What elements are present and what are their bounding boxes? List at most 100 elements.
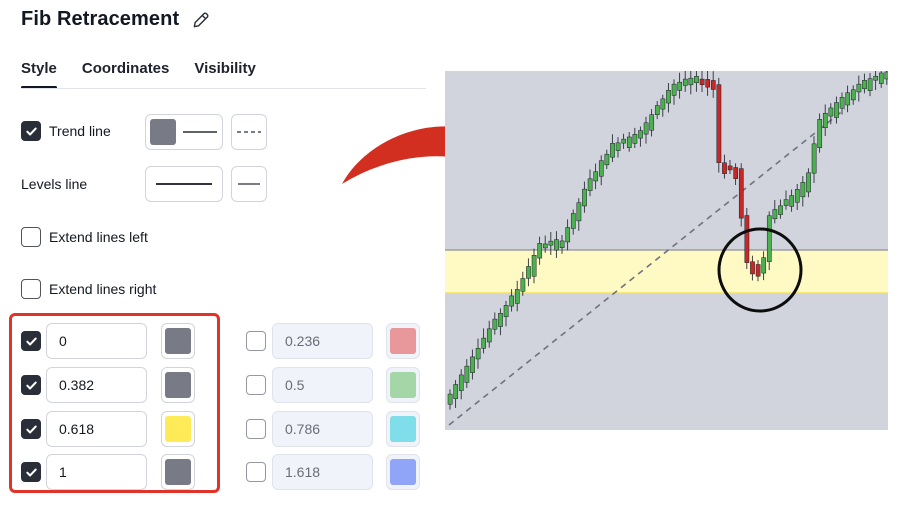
- level-color-button[interactable]: [161, 411, 195, 447]
- level-value-input[interactable]: 1.618: [272, 454, 373, 490]
- candle-body: [537, 243, 543, 259]
- candle-body: [834, 102, 839, 118]
- level-checkbox[interactable]: [21, 419, 41, 439]
- level-value-input[interactable]: 0.786: [272, 411, 373, 447]
- extend-right-label: Extend lines right: [49, 281, 157, 297]
- level-color-button[interactable]: [161, 454, 195, 490]
- candle-body: [772, 209, 778, 219]
- candle-body: [481, 337, 487, 349]
- level-checkbox[interactable]: [21, 375, 41, 395]
- candle-body: [845, 92, 851, 106]
- candle-body: [458, 374, 464, 391]
- candle-body: [783, 199, 789, 206]
- level-color-swatch: [390, 459, 416, 485]
- candle-body: [806, 172, 811, 193]
- level-color-button[interactable]: [161, 323, 195, 359]
- candle-body: [873, 75, 879, 81]
- level-color-swatch: [165, 459, 191, 485]
- candle-body: [520, 278, 526, 292]
- extend-left-row: Extend lines left: [21, 227, 148, 247]
- level-checkbox[interactable]: [21, 331, 41, 351]
- level-color-swatch: [165, 372, 191, 398]
- solid-line-icon: [238, 183, 260, 185]
- level-value-input[interactable]: 0.5: [272, 367, 373, 403]
- level-color-button[interactable]: [386, 454, 420, 490]
- level-checkbox[interactable]: [246, 419, 266, 439]
- candle-body: [486, 328, 492, 343]
- tab-visibility[interactable]: Visibility: [194, 60, 256, 77]
- candle-body: [475, 347, 481, 360]
- level-color-button[interactable]: [386, 367, 420, 403]
- candle-body: [722, 162, 727, 174]
- levels-line-style-button[interactable]: [231, 166, 267, 202]
- candle-body: [850, 89, 856, 101]
- level-checkbox[interactable]: [246, 331, 266, 351]
- candle-body: [582, 188, 587, 207]
- candle-body: [654, 105, 660, 115]
- dialog-title: Fib Retracement: [21, 8, 180, 30]
- level-checkbox[interactable]: [21, 462, 41, 482]
- candle-body: [705, 79, 711, 88]
- level-value-input[interactable]: 0.382: [46, 367, 147, 403]
- candle-body: [470, 356, 475, 373]
- candle-body: [632, 134, 638, 144]
- candle-body: [593, 171, 599, 182]
- dashed-line-icon: [237, 131, 261, 133]
- level-color-swatch: [390, 328, 416, 354]
- candle-body: [447, 393, 453, 405]
- candle-body: [498, 312, 503, 327]
- candle-body: [800, 182, 806, 198]
- level-checkbox[interactable]: [246, 375, 266, 395]
- candle-body: [778, 205, 783, 215]
- candle-body: [856, 83, 862, 93]
- candle-body: [727, 165, 733, 171]
- level-value-input[interactable]: 1: [46, 454, 147, 490]
- candle-body: [576, 202, 582, 222]
- candle-body: [649, 114, 655, 131]
- extend-left-checkbox[interactable]: [21, 227, 41, 247]
- candle-body: [738, 168, 744, 219]
- levels-line-width-button[interactable]: [145, 166, 223, 202]
- trend-line-style-button[interactable]: [231, 114, 267, 150]
- candle-body: [733, 167, 739, 179]
- checkmark-icon: [25, 381, 37, 389]
- candle-body: [862, 80, 867, 90]
- candle-body: [610, 143, 615, 158]
- candle-body: [559, 240, 565, 248]
- tab-coordinates[interactable]: Coordinates: [81, 60, 170, 77]
- trend-line-checkbox[interactable]: [21, 121, 41, 141]
- candle-body: [671, 83, 677, 96]
- trend-line-row: Trend line: [21, 121, 111, 141]
- highlight-box: [9, 313, 220, 493]
- trend-line-color-button[interactable]: [145, 114, 223, 150]
- level-color-button[interactable]: [161, 367, 195, 403]
- extend-right-checkbox[interactable]: [21, 279, 41, 299]
- fib-zone: [445, 250, 888, 293]
- level-color-button[interactable]: [386, 411, 420, 447]
- candle-body: [688, 77, 694, 86]
- thick-line-icon: [156, 183, 212, 185]
- candle-body: [598, 160, 604, 177]
- pencil-icon[interactable]: [191, 10, 211, 30]
- tab-bar: Style Coordinates Visibility: [21, 60, 256, 89]
- tab-style[interactable]: Style: [21, 60, 57, 89]
- candle-body: [604, 153, 610, 166]
- level-color-button[interactable]: [386, 323, 420, 359]
- level-value-input[interactable]: 0.618: [46, 411, 147, 447]
- level-color-swatch: [165, 328, 191, 354]
- level-value-input[interactable]: 0.236: [272, 323, 373, 359]
- levels-line-label: Levels line: [21, 176, 88, 192]
- candle-body: [621, 138, 627, 144]
- candle-body: [531, 255, 537, 277]
- candle-body: [878, 72, 884, 84]
- candle-body: [710, 80, 716, 90]
- candle-body: [755, 264, 761, 277]
- candle-body: [694, 76, 699, 84]
- candle-body: [492, 318, 498, 330]
- candle-body: [811, 143, 817, 174]
- candle-body: [638, 130, 643, 139]
- candle-body: [526, 266, 531, 279]
- level-checkbox[interactable]: [246, 462, 266, 482]
- tabs-divider: [21, 88, 426, 89]
- level-value-input[interactable]: 0: [46, 323, 147, 359]
